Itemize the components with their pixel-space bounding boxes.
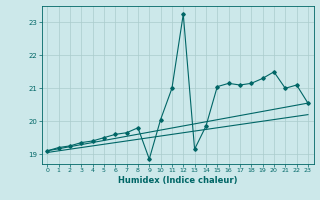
X-axis label: Humidex (Indice chaleur): Humidex (Indice chaleur) — [118, 176, 237, 185]
